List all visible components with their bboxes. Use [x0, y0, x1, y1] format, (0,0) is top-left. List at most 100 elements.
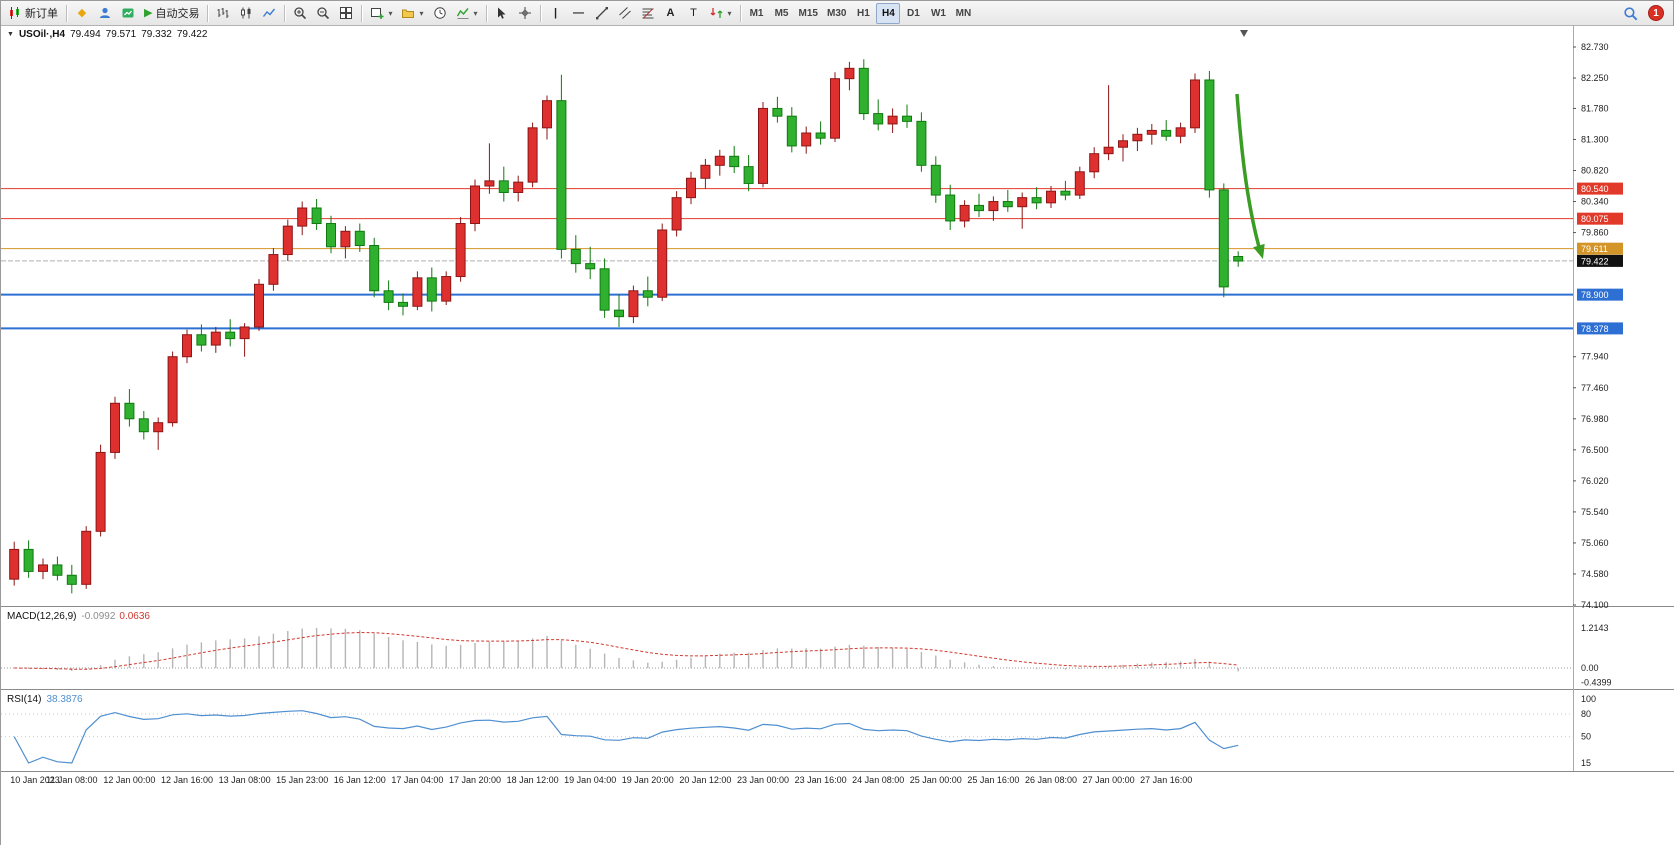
candle-body — [758, 107, 768, 184]
candle-body — [470, 185, 480, 225]
candle-body — [974, 204, 984, 212]
candle-body — [153, 422, 164, 433]
new-order-label: 新订单 — [25, 8, 58, 20]
line-chart-button[interactable] — [258, 3, 280, 24]
search-button[interactable] — [1619, 3, 1642, 24]
timeframe-m5-button[interactable]: M5 — [770, 3, 794, 24]
price-tick-label: 77.460 — [1581, 383, 1609, 393]
zoom-in-button[interactable] — [289, 3, 311, 24]
indicators-button[interactable]: ▾ — [452, 3, 482, 24]
candle-body — [786, 115, 797, 147]
chart-canvas[interactable]: 82.730 82.250 81.780 81.300 80.820 80.340 79.8… — [1, 26, 1674, 846]
new-order-icon — [10, 7, 19, 19]
autotrading-button[interactable]: ▶ 自动交易 — [140, 3, 203, 24]
candle-body — [81, 530, 92, 585]
main-toolbar: 新订单 ◆ ▶ 自动交易 ▾ ▾ ▾ — [1, 1, 1673, 26]
candle-body — [801, 132, 812, 147]
chart-area[interactable]: 82.730 82.250 81.780 81.300 80.820 80.340 79.8… — [1, 26, 1674, 846]
price-level-label: 80.540 — [1581, 184, 1609, 194]
profiles-icon — [402, 9, 415, 18]
timeframe-mn-button[interactable]: MN — [951, 3, 975, 24]
time-axis-label: 27 Jan 16:00 — [1140, 775, 1192, 785]
rsi-line — [13, 710, 1239, 764]
macd-axis-label: -0.4399 — [1581, 678, 1612, 688]
time-axis-label: 19 Jan 20:00 — [622, 775, 674, 785]
candle-body — [426, 277, 437, 302]
timeframe-h4-button[interactable]: H4 — [876, 2, 901, 24]
price-level-label-bg — [1577, 288, 1623, 301]
candle-body — [1161, 129, 1172, 137]
new-order-button[interactable]: 新订单 — [4, 3, 62, 24]
rsi-name: RSI(14) — [7, 694, 42, 705]
candle-body — [66, 574, 77, 585]
new-chart-button[interactable]: ▾ — [366, 3, 396, 24]
tile-windows-button[interactable] — [335, 3, 357, 24]
candle-body — [268, 254, 279, 285]
timeframe-m30-button[interactable]: M30 — [823, 3, 850, 24]
down-arrow-annotation[interactable] — [1235, 93, 1261, 248]
vertical-line-button[interactable]: | — [545, 3, 567, 24]
chart-collapse-arrow-icon[interactable]: ▼ — [7, 31, 14, 38]
time-axis-label: 24 Jan 08:00 — [852, 775, 904, 785]
price-level-label-bg — [1577, 182, 1623, 195]
candle-body — [9, 548, 20, 580]
timeframe-m1-button[interactable]: M1 — [745, 3, 769, 24]
label-tool-button[interactable]: T — [683, 3, 705, 24]
label-tool-icon: T — [690, 6, 697, 19]
candle-body — [1118, 140, 1128, 148]
fibonacci-button[interactable] — [637, 3, 659, 24]
candle-body — [599, 268, 610, 311]
price-level-label: 78.378 — [1581, 324, 1609, 334]
candle-body — [254, 283, 264, 328]
candle-body — [988, 201, 999, 212]
terminal-button[interactable] — [117, 3, 139, 24]
candle-body — [1089, 153, 1100, 173]
navigator-button[interactable] — [94, 3, 116, 24]
channel-button[interactable] — [614, 3, 636, 24]
timeframe-d1-button[interactable]: D1 — [901, 3, 925, 24]
shapes-button[interactable]: ▾ — [706, 3, 736, 24]
time-axis-label: 19 Jan 04:00 — [564, 775, 616, 785]
chart-shift-marker-icon[interactable] — [1240, 30, 1248, 37]
zoom-out-button[interactable] — [312, 3, 334, 24]
market-watch-button[interactable]: ◆ — [71, 3, 93, 24]
candle-body — [556, 100, 567, 250]
price-level-label: 79.611 — [1581, 244, 1608, 254]
profiles-button[interactable]: ▾ — [397, 3, 427, 24]
candle-body — [729, 155, 740, 168]
notification-badge[interactable]: 1 — [1648, 5, 1664, 21]
candle-body — [700, 164, 711, 179]
timeframe-w1-button[interactable]: W1 — [926, 3, 950, 24]
candle-body — [1204, 79, 1215, 191]
price-tick-label: 77.940 — [1581, 352, 1609, 362]
candle-body — [902, 115, 912, 122]
cursor-button[interactable] — [491, 3, 513, 24]
price-tick-label: 75.540 — [1581, 507, 1609, 517]
timeframe-h1-button[interactable]: H1 — [851, 3, 875, 24]
price-level-label-bg — [1577, 322, 1623, 335]
channel-icon — [618, 7, 631, 19]
price-tick-label: 80.820 — [1581, 166, 1609, 176]
text-tool-button[interactable]: A — [660, 3, 682, 24]
price-axis[interactable]: 82.730 82.250 81.780 81.300 80.820 80.340 79.8… — [1573, 42, 1609, 610]
candlestick-chart-button[interactable] — [235, 3, 257, 24]
horizontal-line-button[interactable]: — — [568, 3, 590, 24]
timeframe-m15-button[interactable]: M15 — [795, 3, 822, 24]
current-price-label-bg — [1577, 254, 1623, 267]
period-clock-button[interactable] — [429, 3, 451, 24]
candle-body — [657, 229, 668, 298]
separator — [207, 4, 209, 22]
candlestick-chart-icon — [241, 7, 251, 19]
terminal-icon — [122, 8, 134, 18]
ohlc-low: 79.332 — [141, 29, 172, 40]
candle-body — [1218, 189, 1229, 288]
time-axis-label: 26 Jan 08:00 — [1025, 775, 1077, 785]
macd-name: MACD(12,26,9) — [7, 611, 77, 622]
candle-body — [916, 120, 927, 166]
crosshair-button[interactable] — [514, 3, 536, 24]
bar-chart-button[interactable] — [212, 3, 234, 24]
candle-body — [455, 223, 466, 278]
price-tick-label: 81.780 — [1581, 103, 1609, 113]
trendline-button[interactable] — [591, 3, 613, 24]
